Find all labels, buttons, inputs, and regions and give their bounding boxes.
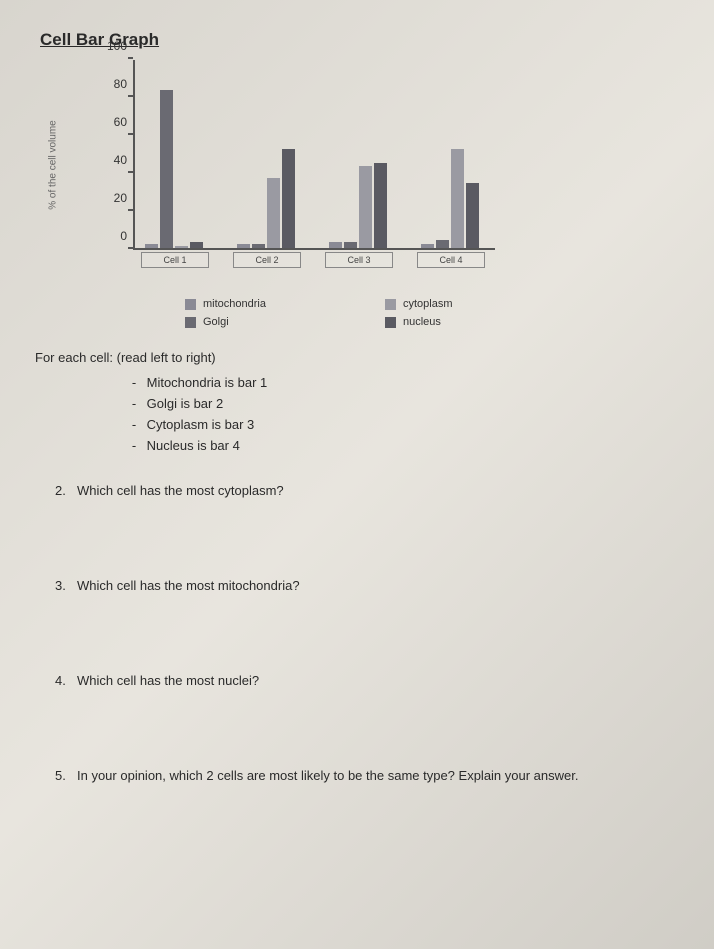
- y-tick-mark: [128, 57, 133, 59]
- question: 3.Which cell has the most mitochondria?: [55, 578, 689, 593]
- question-text: Which cell has the most cytoplasm?: [77, 483, 284, 498]
- bar: [160, 90, 173, 248]
- bar: [282, 149, 295, 248]
- x-category-label: Cell 3: [325, 252, 393, 268]
- bar: [145, 244, 158, 248]
- bar: [451, 149, 464, 248]
- bar: [329, 242, 342, 248]
- bar: [267, 178, 280, 248]
- legend-item: Golgi: [185, 316, 295, 328]
- x-category-label: Cell 1: [141, 252, 209, 268]
- question-number: 3.: [55, 578, 77, 593]
- y-tick-label: 20: [114, 191, 127, 205]
- legend-swatch: [185, 299, 196, 310]
- legend-swatch: [185, 317, 196, 328]
- cell-group: Cell 1: [145, 60, 215, 248]
- y-tick-label: 40: [114, 153, 127, 167]
- x-category-label: Cell 2: [233, 252, 301, 268]
- bar: [374, 163, 387, 249]
- legend-swatch: [385, 317, 396, 328]
- bar: [466, 183, 479, 248]
- y-tick-label: 60: [114, 115, 127, 129]
- legend-label: mitochondria: [203, 298, 266, 310]
- legend-item: nucleus: [385, 316, 495, 328]
- page-title: Cell Bar Graph: [40, 30, 689, 50]
- bar: [359, 166, 372, 248]
- question: 2.Which cell has the most cytoplasm?: [55, 483, 689, 498]
- y-axis: 020406080100: [103, 60, 133, 250]
- legend-item: cytoplasm: [385, 298, 495, 310]
- question-text: Which cell has the most nuclei?: [77, 673, 259, 688]
- question-number: 5.: [55, 768, 77, 783]
- question-number: 4.: [55, 673, 77, 688]
- question-text: In your opinion, which 2 cells are most …: [77, 768, 578, 783]
- bar: [436, 240, 449, 248]
- cell-group: Cell 2: [237, 60, 307, 248]
- questions-list: 2.Which cell has the most cytoplasm?3.Wh…: [35, 483, 689, 783]
- bar-key-list: - Mitochondria is bar 1 - Golgi is bar 2 -…: [125, 375, 689, 453]
- bar: [190, 242, 203, 248]
- instructions-lead: For each cell: (read left to right): [35, 350, 689, 365]
- bar-key-line: - Mitochondria is bar 1: [125, 375, 689, 390]
- plot-area: Cell 1 Cell 2 Cell 3 Cell 4: [133, 60, 495, 250]
- bar: [344, 242, 357, 248]
- legend-item: mitochondria: [185, 298, 295, 310]
- legend-label: nucleus: [403, 316, 441, 328]
- bar: [175, 246, 188, 248]
- legend-swatch: [385, 299, 396, 310]
- y-tick-label: 80: [114, 77, 127, 91]
- y-axis-label: % of the cell volume: [48, 120, 59, 210]
- legend-label: cytoplasm: [403, 298, 453, 310]
- x-category-label: Cell 4: [417, 252, 485, 268]
- bar: [421, 244, 434, 248]
- bar-key-line: - Golgi is bar 2: [125, 396, 689, 411]
- cell-group: Cell 4: [421, 60, 491, 248]
- y-tick-label: 0: [120, 229, 127, 243]
- bar-key-line: - Cytoplasm is bar 3: [125, 417, 689, 432]
- cell-group: Cell 3: [329, 60, 399, 248]
- question-text: Which cell has the most mitochondria?: [77, 578, 300, 593]
- bar-key-line: - Nucleus is bar 4: [125, 438, 689, 453]
- legend-label: Golgi: [203, 316, 229, 328]
- question: 5.In your opinion, which 2 cells are mos…: [55, 768, 689, 783]
- cell-bar-chart: % of the cell volume 020406080100 Cell 1…: [75, 60, 495, 270]
- chart-legend: mitochondria cytoplasm Golgi nucleus: [185, 298, 689, 328]
- bar: [237, 244, 250, 248]
- question-number: 2.: [55, 483, 77, 498]
- y-tick-label: 100: [107, 39, 127, 53]
- question: 4.Which cell has the most nuclei?: [55, 673, 689, 688]
- bar: [252, 244, 265, 248]
